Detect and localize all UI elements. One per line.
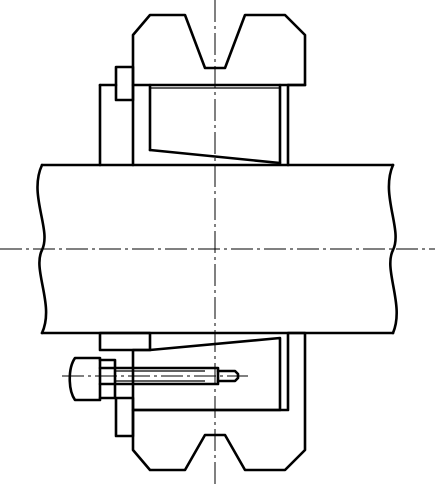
set-screw	[68, 356, 240, 402]
shaft-right-break	[387, 163, 398, 335]
upper-key-head	[114, 65, 135, 102]
upper-pulley-section	[131, 13, 307, 87]
lower-key-head	[114, 396, 135, 438]
shaft-left-break	[36, 163, 48, 335]
lower-pulley-section	[98, 331, 307, 472]
upper-bore-outline	[98, 83, 307, 167]
